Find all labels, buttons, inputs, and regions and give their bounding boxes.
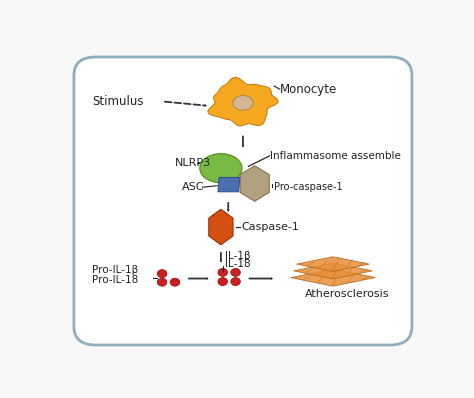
Ellipse shape (200, 154, 242, 183)
Text: IL-1β: IL-1β (225, 251, 250, 261)
Circle shape (170, 278, 180, 286)
FancyBboxPatch shape (74, 57, 412, 345)
Circle shape (231, 268, 240, 276)
Text: Stimulus: Stimulus (92, 95, 144, 108)
Text: Inflammasome assemble: Inflammasome assemble (271, 151, 401, 161)
Text: IL-18: IL-18 (225, 259, 250, 269)
Text: Atherosclerosis: Atherosclerosis (305, 289, 390, 299)
Circle shape (157, 269, 167, 278)
Text: Caspase-1: Caspase-1 (241, 222, 299, 232)
Polygon shape (209, 209, 233, 245)
Polygon shape (291, 269, 375, 286)
Circle shape (218, 278, 228, 286)
Polygon shape (208, 77, 278, 126)
Text: Pro-IL-1β: Pro-IL-1β (92, 265, 138, 275)
Text: NLRP3: NLRP3 (175, 158, 211, 168)
Ellipse shape (233, 96, 253, 110)
Circle shape (218, 268, 228, 276)
Text: ASC: ASC (182, 182, 205, 192)
Text: Pro-IL-18: Pro-IL-18 (92, 275, 138, 285)
Polygon shape (218, 178, 240, 192)
Text: Pro-caspase-1: Pro-caspase-1 (274, 182, 343, 192)
Polygon shape (293, 263, 372, 279)
Circle shape (157, 278, 167, 286)
Text: Monocyte: Monocyte (280, 83, 337, 96)
Polygon shape (297, 257, 369, 271)
Polygon shape (240, 166, 269, 201)
Circle shape (231, 278, 240, 286)
